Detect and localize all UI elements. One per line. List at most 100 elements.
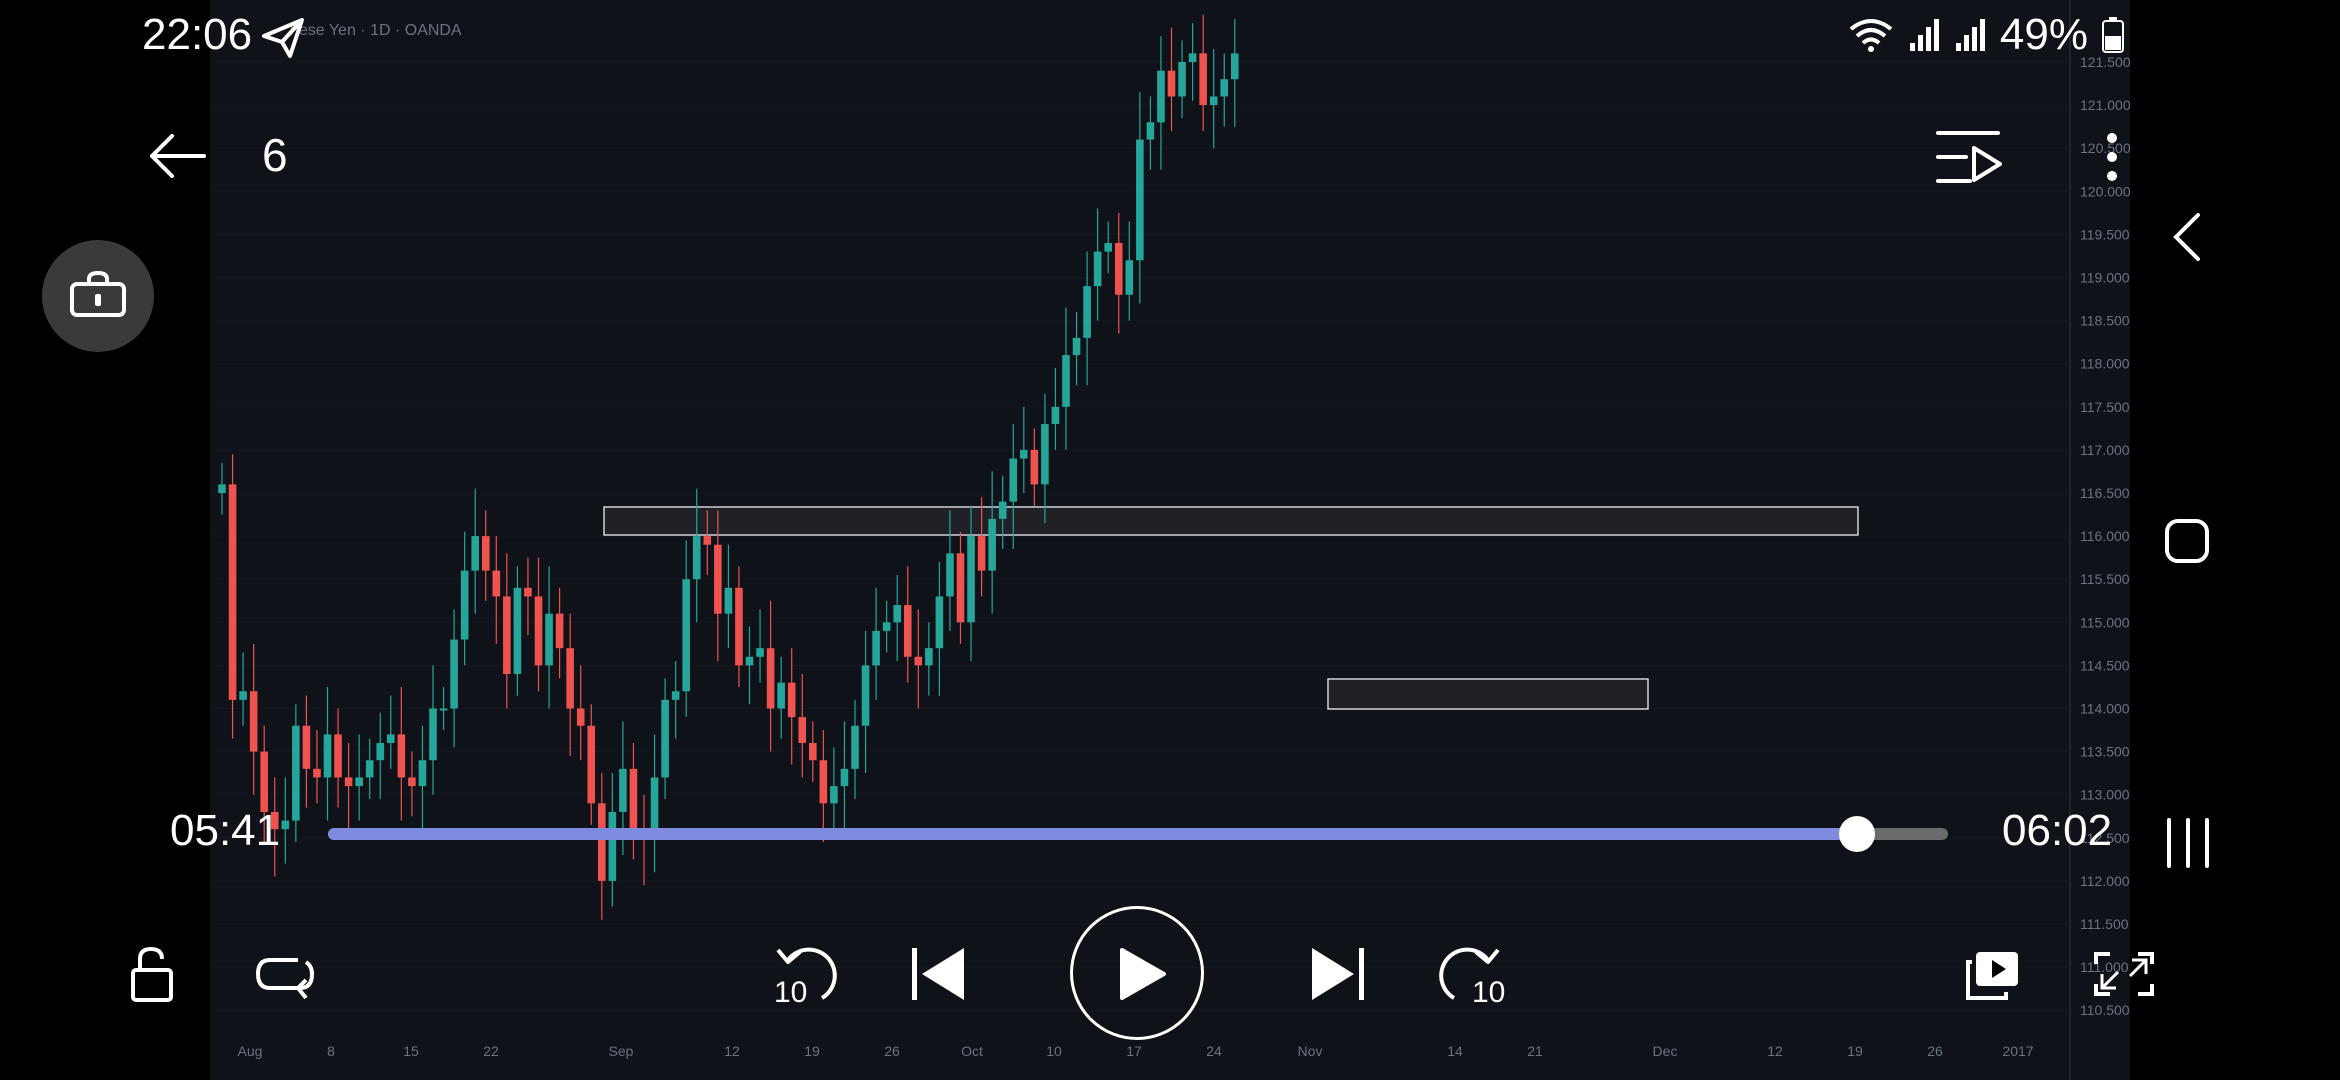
forward-seconds: 10 (1472, 976, 1506, 1009)
signal-icon (1909, 19, 1939, 51)
candle-body (524, 587, 532, 597)
candle-body (534, 596, 543, 666)
seek-progress (328, 828, 1858, 840)
skip-next-icon[interactable] (1310, 946, 1366, 1002)
nav-recents-icon[interactable] (2164, 818, 2212, 868)
candle-body (1020, 449, 1028, 459)
candle-body (956, 553, 965, 623)
candle-body (397, 734, 406, 778)
date-tick-label: Sep (609, 1043, 634, 1059)
nav-home-icon[interactable] (2164, 518, 2210, 564)
candle-body (292, 725, 300, 821)
popup-play-icon[interactable] (1964, 950, 2020, 1000)
candle-body (334, 734, 342, 778)
candle-body (471, 536, 479, 571)
price-tick-label: 114.000 (2080, 701, 2130, 717)
screen-lock-button[interactable] (42, 240, 154, 352)
status-right-group: 49% (1848, 10, 2124, 60)
price-tick-label: 112.500 (2080, 830, 2130, 846)
price-tick-label: 111.000 (2080, 959, 2129, 975)
candle-body (555, 613, 564, 649)
candle-body (439, 708, 448, 711)
candle-body (513, 587, 522, 675)
candle-body (745, 656, 754, 666)
date-tick-label: Oct (961, 1043, 983, 1059)
duration-time: 06:02 (2002, 806, 2113, 855)
candle-body (281, 820, 290, 830)
candle-body (408, 777, 416, 787)
candle-body (988, 518, 996, 571)
candle-body (1199, 53, 1207, 106)
candle-body (735, 587, 743, 666)
price-tick-label: 112.000 (2080, 873, 2130, 889)
date-tick-label: 26 (884, 1043, 900, 1059)
price-tick-label: 119.500 (2080, 226, 2130, 242)
candle-body (1072, 337, 1081, 356)
status-time: 22:06 (142, 10, 253, 59)
candle-body (1231, 53, 1239, 80)
candle-body (228, 484, 237, 700)
candle-body (946, 553, 954, 597)
forward-10-icon (1439, 947, 1500, 1000)
date-tick-label: 12 (724, 1043, 740, 1059)
candle-body (998, 501, 1007, 519)
price-tick-label: 116.000 (2080, 528, 2130, 544)
candle-body (671, 691, 680, 700)
candle-body (1062, 355, 1070, 407)
playlist-play-icon[interactable] (1936, 130, 2002, 184)
candle-body (260, 751, 268, 812)
price-tick-label: 113.000 (2080, 787, 2130, 803)
candle-body (1030, 449, 1039, 485)
candle-body (766, 648, 775, 709)
seek-bar[interactable] (328, 816, 1948, 852)
candle-body (1146, 122, 1155, 140)
candle-body (576, 708, 585, 726)
lock-icon (70, 270, 126, 317)
candle-body (249, 691, 258, 752)
video-surface[interactable]: 121.500 121.000 120.500 120.000 119.500 119.0… (210, 0, 2130, 1080)
price-tick-label: 114.500 (2080, 657, 2130, 673)
candle-body (703, 536, 712, 545)
candle-body (661, 699, 669, 778)
date-tick-label: 12 (1767, 1043, 1783, 1059)
candle-body (239, 691, 247, 700)
candle-body (218, 484, 226, 493)
candle-body (566, 648, 574, 709)
candle-body (1125, 260, 1134, 295)
candle-body (977, 536, 986, 571)
candle-body (1051, 406, 1060, 425)
seek-thumb[interactable] (1839, 816, 1876, 852)
candle-body (503, 596, 511, 675)
price-tick-label: 120.000 (2080, 183, 2130, 199)
unlock-icon[interactable] (130, 946, 176, 1002)
candle-body (492, 570, 501, 597)
candle-body (450, 639, 458, 709)
candle-body (1157, 70, 1165, 123)
support-zone (1327, 678, 1649, 710)
date-tick-label: 26 (1927, 1043, 1943, 1059)
signal-icon (1955, 19, 1985, 51)
candle-body (861, 665, 870, 726)
date-tick-label: 14 (1447, 1043, 1463, 1059)
more-vertical-icon[interactable] (2100, 132, 2124, 182)
candle-body (903, 605, 912, 657)
skip-previous-icon[interactable] (910, 946, 966, 1002)
candle-body (1114, 243, 1123, 295)
nav-back-icon[interactable] (2172, 212, 2202, 262)
play-button[interactable] (1070, 906, 1204, 1040)
candle-body (1093, 251, 1102, 287)
forward-10-button[interactable]: 10 (1436, 944, 1506, 1014)
price-tick-label: 110.500 (2080, 1002, 2130, 1018)
repeat-icon[interactable] (254, 952, 316, 1000)
candle-body (355, 777, 363, 787)
date-tick-label: Aug (238, 1043, 263, 1059)
price-tick-label: 113.500 (2080, 744, 2130, 760)
candle-body (302, 725, 311, 769)
rewind-10-button[interactable]: 10 (770, 944, 840, 1014)
date-tick-label: 24 (1206, 1043, 1222, 1059)
back-arrow-icon[interactable] (148, 132, 206, 180)
price-tick-label: 118.000 (2080, 356, 2130, 372)
date-tick-label: 17 (1126, 1043, 1142, 1059)
fullscreen-icon[interactable] (2092, 950, 2156, 998)
candle-body (387, 734, 395, 743)
